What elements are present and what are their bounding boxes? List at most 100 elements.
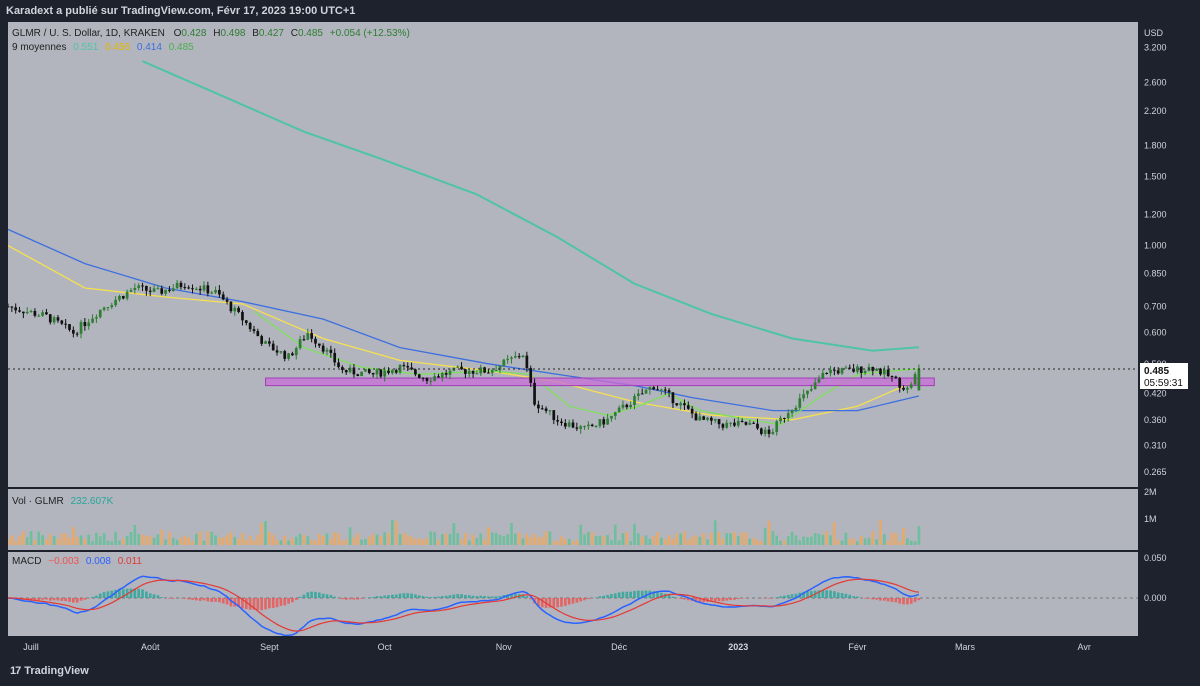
volume-bar xyxy=(183,535,187,545)
macd-hist-bar xyxy=(95,595,98,598)
candle-body xyxy=(29,310,33,312)
macd-hist-bar xyxy=(271,598,275,608)
macd-hist-bar xyxy=(244,598,248,609)
macd-hist-bar xyxy=(779,596,782,598)
volume-bar xyxy=(444,533,448,545)
candle-body xyxy=(237,307,240,312)
volume-bar xyxy=(702,532,706,545)
macd-hist-bar xyxy=(644,590,648,598)
candle-body xyxy=(706,417,709,420)
candle-body xyxy=(575,427,579,429)
candle-body xyxy=(110,305,114,308)
chart-svg[interactable]: GLMR / U. S. Dollar, 1D, KRAKEN O0.428 H… xyxy=(6,22,1140,642)
candle-body xyxy=(275,350,279,353)
time-label-8: Mars xyxy=(955,642,975,652)
macd-hist-bar xyxy=(383,595,387,598)
macd-hist-bar xyxy=(83,598,87,600)
volume-bar xyxy=(729,533,732,545)
candle-body xyxy=(702,416,706,420)
candle-body xyxy=(625,404,629,408)
candle-body xyxy=(394,370,398,373)
macd-hist-bar xyxy=(483,596,486,598)
volume-bar xyxy=(218,537,221,545)
macd-hist-bar xyxy=(314,591,317,598)
volume-bar xyxy=(863,538,867,545)
macd-hist-bar xyxy=(152,594,156,598)
candle-body xyxy=(22,311,25,314)
volume-bar xyxy=(168,531,171,545)
candle-body xyxy=(333,352,337,363)
macd-hist-bar xyxy=(414,594,417,598)
macd-hist-bar xyxy=(141,589,144,598)
macd-hist-bar xyxy=(145,591,148,598)
candle-body xyxy=(429,380,433,382)
volume-bar xyxy=(790,531,794,545)
macd-hist-bar xyxy=(279,598,283,606)
volume-bar xyxy=(467,540,471,545)
macd-hist-bar xyxy=(698,598,702,603)
macd-hist-bar xyxy=(437,596,440,598)
candle-body xyxy=(752,422,755,424)
candle-body xyxy=(875,368,878,371)
volume-bar xyxy=(14,540,18,545)
candle-body xyxy=(767,429,771,434)
macd-hist-bar xyxy=(298,596,302,598)
volume-bar xyxy=(625,532,629,545)
candle-body xyxy=(633,396,636,405)
candle-body xyxy=(71,329,75,334)
candle-body xyxy=(45,312,48,315)
candle-body xyxy=(487,372,490,374)
price-axis[interactable]: USD 3.200 2.600 2.200 1.800 1.500 1.200 1.000 0… xyxy=(1140,22,1200,658)
candle-body xyxy=(571,422,575,428)
volume-bar xyxy=(775,535,779,545)
volume-bar xyxy=(640,536,644,545)
volume-bar xyxy=(579,524,583,545)
volume-bar xyxy=(425,538,429,545)
volume-bar xyxy=(156,534,160,545)
macd-hist-bar xyxy=(218,598,221,603)
price-tick-5: 1.200 xyxy=(1144,210,1167,220)
candle-body xyxy=(852,368,855,372)
macd-hist-bar xyxy=(783,595,786,598)
time-axis[interactable]: Juill Août Sept Oct Nov Déc 2023 Févr Mars Avr xyxy=(0,636,1200,658)
candle-body xyxy=(510,357,513,359)
volume-bar xyxy=(594,536,598,545)
candle-body xyxy=(410,367,413,370)
legend-ma-4: 0.485 xyxy=(169,42,194,53)
candle-body xyxy=(287,353,290,359)
candle-body xyxy=(533,382,536,405)
volume-bar xyxy=(598,535,602,545)
candle-body xyxy=(210,292,214,294)
candle-body xyxy=(494,370,498,372)
price-ticks: 3.200 2.600 2.200 1.800 1.500 1.200 1.000 0.850… xyxy=(1144,42,1167,477)
volume-bar xyxy=(909,540,913,545)
macd-hist-bar xyxy=(767,598,771,599)
candle-body xyxy=(229,301,233,312)
brand[interactable]: 17 TradingView xyxy=(10,665,89,677)
candle-body xyxy=(375,369,379,375)
volume-bar xyxy=(225,535,229,545)
publish-header: Karadext a publié sur TradingView.com, F… xyxy=(0,0,1200,22)
volume-bar xyxy=(410,536,413,545)
macd-hist-bar xyxy=(394,594,398,598)
candle-body xyxy=(786,413,790,419)
candle-body xyxy=(621,404,625,408)
macd-signal-line xyxy=(8,578,919,632)
macd-hist-bar xyxy=(583,598,586,601)
macd-hist-bar xyxy=(667,594,671,598)
candle-body xyxy=(683,403,686,406)
macd-hist-bar xyxy=(686,598,690,601)
support-zone-rect xyxy=(265,377,935,387)
candle-body xyxy=(233,307,237,312)
candle-body xyxy=(402,365,406,367)
chart-area[interactable]: GLMR / U. S. Dollar, 1D, KRAKEN O0.428 H… xyxy=(6,22,1140,642)
macd-hist-bar xyxy=(302,594,306,598)
macd-hist-bar xyxy=(356,598,360,600)
macd-hist-bar xyxy=(252,598,256,610)
macd-hist-bar xyxy=(514,593,517,598)
candle-body xyxy=(656,389,659,391)
candle-body xyxy=(221,294,225,300)
candle-body xyxy=(729,422,732,424)
volume-bar xyxy=(852,538,855,545)
volume-bar xyxy=(894,533,898,545)
